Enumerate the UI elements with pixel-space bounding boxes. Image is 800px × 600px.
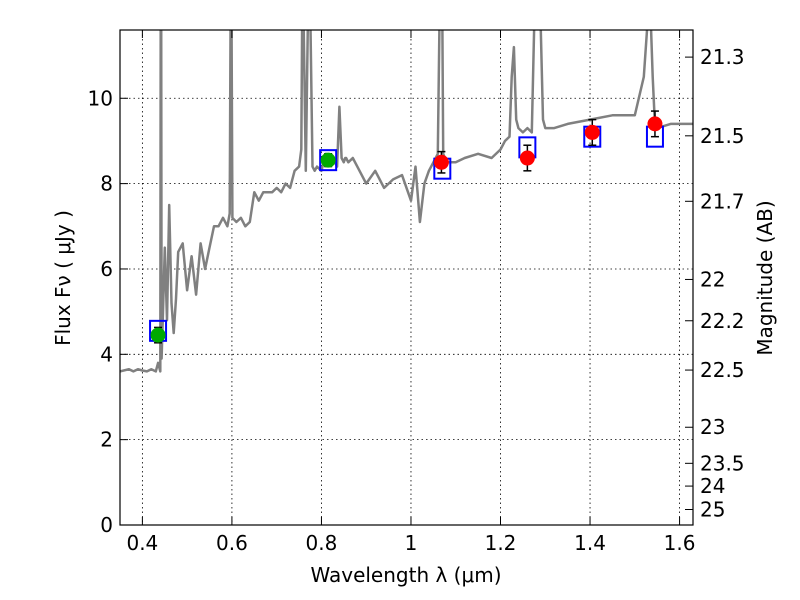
y-tick-label: 10 (88, 86, 113, 110)
mag-tick-label: 21.3 (700, 45, 745, 69)
model-spectrum-line (120, 30, 693, 373)
data-point-green (150, 327, 166, 343)
plot-frame (119, 29, 694, 526)
data-point-red (584, 124, 600, 140)
x-tick-label: 1 (405, 531, 418, 555)
x-axis-title: Wavelength λ (μm) (310, 563, 501, 587)
mag-tick-label: 22.2 (700, 309, 745, 333)
mag-tick-label: 22 (700, 267, 725, 291)
data-series (120, 30, 693, 373)
mag-tick-label: 25 (700, 498, 725, 522)
y-tick-label: 6 (100, 257, 113, 281)
x-tick-label: 1.4 (574, 531, 606, 555)
x-tick-label: 1.2 (485, 531, 517, 555)
mag-tick-label: 23.5 (700, 451, 745, 475)
y-tick-label: 4 (100, 342, 113, 366)
x-tick-label: 0.8 (306, 531, 338, 555)
photometry-box (319, 149, 338, 172)
y-axis-title: Flux Fν ( μJy ) (51, 210, 75, 346)
mag-tick-label: 21.7 (700, 189, 745, 213)
y-tick-label: 2 (100, 428, 113, 452)
tick-labels: 0.4 0.6 0.8 1 1.2 1.4 1.6024681021.321.521.722… (88, 45, 745, 555)
data-point-green (320, 152, 336, 168)
x-tick-label: 0.4 (126, 531, 158, 555)
x-tick-label: 0.6 (216, 531, 248, 555)
data-point-red (647, 116, 663, 132)
grid-lines (120, 30, 693, 526)
y-tick-label: 0 (100, 513, 113, 537)
mag-tick-label: 22.5 (700, 358, 745, 382)
y-tick-label: 8 (100, 172, 113, 196)
data-point-red (519, 150, 535, 166)
y-axis-right-title: Magnitude (AB) (753, 200, 777, 355)
axis-ticks (120, 30, 693, 526)
mag-tick-label: 21.5 (700, 124, 745, 148)
mag-tick-label: 23 (700, 415, 725, 439)
data-point-red (433, 154, 449, 170)
x-tick-label: 1.6 (664, 531, 696, 555)
mag-tick-label: 24 (700, 474, 725, 498)
